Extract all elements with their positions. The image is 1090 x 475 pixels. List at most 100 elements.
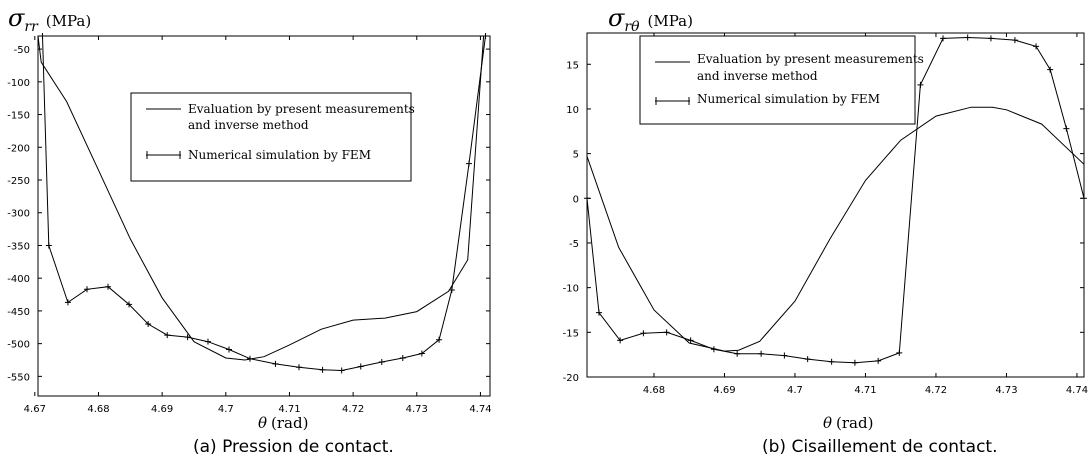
fem-marker-a-20: [436, 336, 443, 343]
fem-marker-a-23: [482, 33, 489, 39]
chart-cisaillement-contact: σrθ (MPa) 4.68 4.69 4.7 4.71 4.72 4.73 4.74 15 10…: [563, 4, 1088, 432]
chart-b-xlabel-symbol: θ: [823, 414, 832, 432]
chart-a-xlabel: θ (rad): [258, 414, 308, 432]
chart-a-ylabel: σrr (MPa): [8, 4, 91, 35]
fem-marker-b-9: [781, 352, 788, 359]
y-tick-label-b-5: -10: [563, 284, 579, 295]
x-tick-label-b-5: 4.73: [995, 385, 1017, 396]
fem-marker-b-0: [584, 195, 590, 202]
y-tick-label-a-7: -400: [7, 274, 30, 285]
fem-marker-a-4: [105, 283, 112, 290]
legend-b-label-fem: Numerical simulation by FEM: [697, 92, 880, 106]
chart-b-ylabel-unit: (MPa): [648, 12, 693, 30]
legend-a-label-measurement-2: and inverse method: [188, 118, 309, 132]
legend-a-label-fem: Numerical simulation by FEM: [188, 148, 371, 162]
y-tick-label-b-1: 10: [566, 105, 579, 116]
chart-a-xlabel-symbol: θ: [258, 414, 267, 432]
x-tick-label-a-2: 4.69: [151, 404, 173, 415]
y-tick-label-a-9: -500: [7, 340, 30, 351]
fem-marker-a-16: [357, 363, 364, 370]
y-tick-label-b-7: -20: [563, 373, 579, 384]
fem-marker-b-22: [1063, 125, 1070, 132]
plot-area-b: 4.68 4.69 4.7 4.71 4.72 4.73 4.74 15 10 5 0 -5 -10 -1…: [563, 32, 1088, 396]
y-tick-label-a-8: -450: [7, 307, 30, 318]
fem-marker-a-11: [246, 355, 253, 362]
fem-marker-a-22: [465, 160, 472, 167]
fem-marker-a-17: [378, 358, 385, 365]
chart-pression-contact: σrr (MPa) 4.67 4.68 4.69 4.7 4.71 4.72 4.73 4.74…: [7, 4, 492, 432]
chart-a-xlabel-unit: (rad): [271, 414, 308, 432]
fem-marker-a-0: [39, 33, 46, 39]
x-tick-label-a-0: 4.67: [24, 404, 46, 415]
fem-marker-a-10: [225, 346, 232, 353]
chart-a-ylabel-unit: (MPa): [46, 12, 91, 30]
plot-frame-a: [37, 35, 491, 397]
legend-b-swatch-fem: [655, 97, 690, 105]
y-tick-label-b-3: 0: [573, 194, 579, 205]
legend-a-swatch-fem: [146, 151, 181, 159]
chart-b-xlabel: θ (rad): [823, 414, 873, 432]
y-tick-label-a-0: -50: [14, 45, 30, 56]
fem-marker-a-13: [296, 364, 303, 371]
fem-marker-a-6: [145, 321, 152, 327]
plot-frame-b: [586, 32, 1085, 378]
series-fem-a: [42, 35, 486, 372]
fem-marker-b-16: [940, 35, 947, 42]
fem-marker-b-13: [875, 357, 882, 364]
y-tick-label-a-1: -100: [7, 78, 30, 89]
fem-marker-b-8: [758, 350, 765, 357]
chart-b-ylabel-symbol: σ: [608, 4, 625, 32]
x-tick-label-b-3: 4.71: [854, 385, 876, 396]
fem-marker-b-6: [710, 346, 717, 353]
series-fem-b: [586, 36, 1085, 364]
x-tick-label-a-6: 4.73: [406, 404, 428, 415]
fem-marker-b-10: [804, 356, 811, 363]
fem-marker-b-11: [828, 358, 835, 365]
fem-marker-a-14: [319, 366, 326, 373]
y-tick-label-b-0: 15: [566, 60, 579, 71]
fem-marker-a-8: [184, 334, 191, 341]
x-tick-label-a-7: 4.74: [469, 404, 491, 415]
chart-b-legend: Evaluation by present measurements and i…: [639, 35, 924, 125]
y-tick-label-b-4: -5: [569, 239, 579, 250]
fem-marker-a-18: [399, 355, 406, 362]
fem-marker-b-20: [1033, 43, 1040, 50]
fem-marker-b-19: [1011, 37, 1018, 44]
x-tick-label-a-3: 4.7: [218, 404, 234, 415]
fem-marker-a-7: [164, 332, 171, 339]
chart-b-legend-box: [639, 35, 916, 125]
chart-a-ylabel-symbol: σ: [8, 4, 25, 32]
fem-marker-a-15: [338, 367, 345, 374]
chart-a-ylabel-subscript: rr: [24, 19, 39, 35]
fem-marker-a-1: [45, 242, 52, 249]
fem-marker-b-1: [595, 309, 602, 316]
chart-b-xlabel-unit: (rad): [836, 414, 873, 432]
chart-a-legend-box: [130, 92, 412, 182]
legend-b-label-measurement-2: and inverse method: [697, 69, 818, 83]
legend-a-label-measurement-1: Evaluation by present measurements: [188, 102, 415, 116]
fem-marker-b-21: [1047, 66, 1054, 73]
y-tick-label-b-6: -15: [563, 328, 579, 339]
y-tick-label-a-6: -350: [7, 241, 30, 252]
x-tick-label-a-5: 4.72: [342, 404, 364, 415]
fem-marker-b-3: [640, 330, 647, 337]
fem-marker-b-15: [917, 81, 924, 88]
fem-marker-a-21: [448, 286, 455, 293]
fem-marker-b-18: [987, 35, 994, 42]
x-tick-label-b-6: 4.74: [1066, 385, 1088, 396]
fem-marker-b-5: [687, 337, 694, 344]
chart-b-ylabel: σrθ (MPa): [608, 4, 693, 35]
caption-b: (b) Cisaillement de contact.: [762, 437, 998, 457]
y-tick-label-a-3: -200: [7, 143, 30, 154]
caption-a: (a) Pression de contact.: [193, 437, 394, 457]
y-tick-label-a-4: -250: [7, 176, 30, 187]
x-tick-label-b-2: 4.7: [787, 385, 803, 396]
x-tick-label-b-4: 4.72: [925, 385, 947, 396]
x-tick-label-a-4: 4.71: [278, 404, 300, 415]
legend-b-label-measurement-1: Evaluation by present measurements: [697, 52, 924, 66]
chart-a-legend: Evaluation by present measurements and i…: [130, 92, 415, 182]
fem-marker-b-12: [851, 359, 858, 366]
plot-area-a: 4.67 4.68 4.69 4.7 4.71 4.72 4.73 4.74 -50 -100 -1…: [7, 33, 492, 415]
fem-marker-b-4: [663, 329, 670, 336]
fem-marker-b-14: [896, 349, 903, 356]
